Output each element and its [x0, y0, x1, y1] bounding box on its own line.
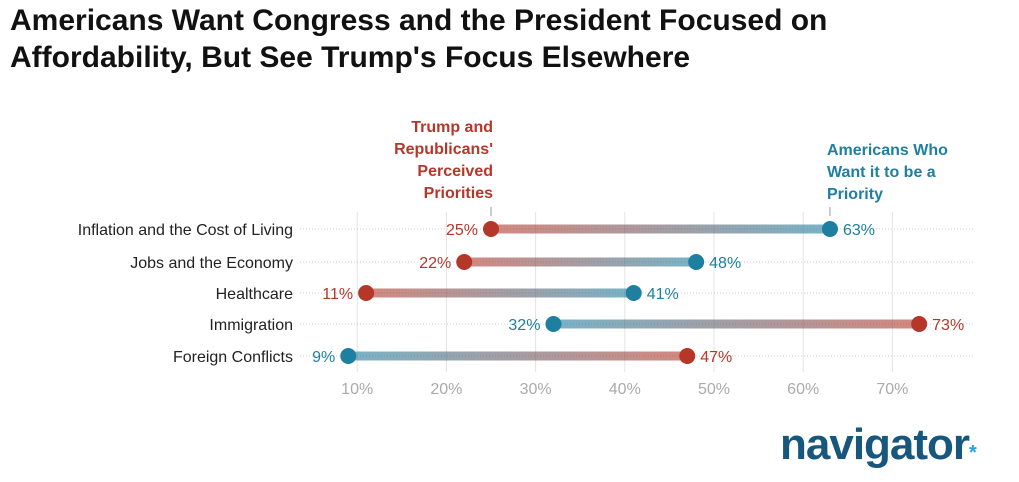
- legend-trump-line: Trump and: [411, 119, 493, 136]
- category-label: Jobs and the Economy: [130, 255, 293, 272]
- category-label: Foreign Conflicts: [173, 349, 293, 366]
- category-label: Inflation and the Cost of Living: [78, 222, 293, 239]
- legend-americans-line: Priority: [827, 186, 883, 203]
- legend-trump-line: Republicans': [394, 141, 493, 158]
- x-tick-label: 10%: [341, 381, 373, 398]
- trump-dot: [456, 254, 473, 270]
- logo-star-icon: *: [969, 442, 977, 464]
- trump-dot: [483, 221, 499, 237]
- x-tick-label: 60%: [787, 381, 819, 398]
- americans-dot: [340, 348, 357, 364]
- trump-value-label: 22%: [419, 255, 451, 272]
- legend-americans-line: Want it to be a: [827, 164, 936, 181]
- x-tick-label: 20%: [430, 381, 462, 398]
- americans-dot: [688, 254, 705, 270]
- legend-trump-line: Perceived: [417, 163, 493, 180]
- legend-americans-line: Americans Who: [827, 142, 948, 159]
- trump-value-label: 25%: [446, 222, 478, 239]
- logo-text: navigator: [780, 420, 970, 469]
- navigator-logo: navigator*: [780, 420, 977, 470]
- category-label: Healthcare: [216, 286, 293, 303]
- americans-value-label: 48%: [709, 255, 741, 272]
- americans-value-label: 63%: [843, 222, 875, 239]
- trump-dot: [679, 348, 696, 364]
- x-tick-label: 40%: [609, 381, 641, 398]
- x-tick-label: 70%: [876, 381, 908, 398]
- americans-dot: [545, 316, 562, 332]
- trump-dot: [358, 285, 375, 301]
- chart-title: Americans Want Congress and the Presiden…: [10, 4, 828, 74]
- category-label: Immigration: [209, 317, 293, 334]
- x-tick-label: 50%: [698, 381, 730, 398]
- americans-value-label: 9%: [312, 349, 335, 366]
- trump-value-label: 47%: [700, 349, 732, 366]
- trump-value-label: 73%: [932, 317, 964, 334]
- x-tick-label: 30%: [520, 381, 552, 398]
- americans-value-label: 32%: [508, 317, 540, 334]
- americans-dot: [625, 285, 642, 301]
- americans-dot: [821, 221, 838, 237]
- americans-value-label: 41%: [647, 286, 679, 303]
- trump-value-label: 11%: [322, 286, 353, 303]
- trump-dot: [911, 316, 928, 332]
- legend-trump-line: Priorities: [424, 185, 493, 202]
